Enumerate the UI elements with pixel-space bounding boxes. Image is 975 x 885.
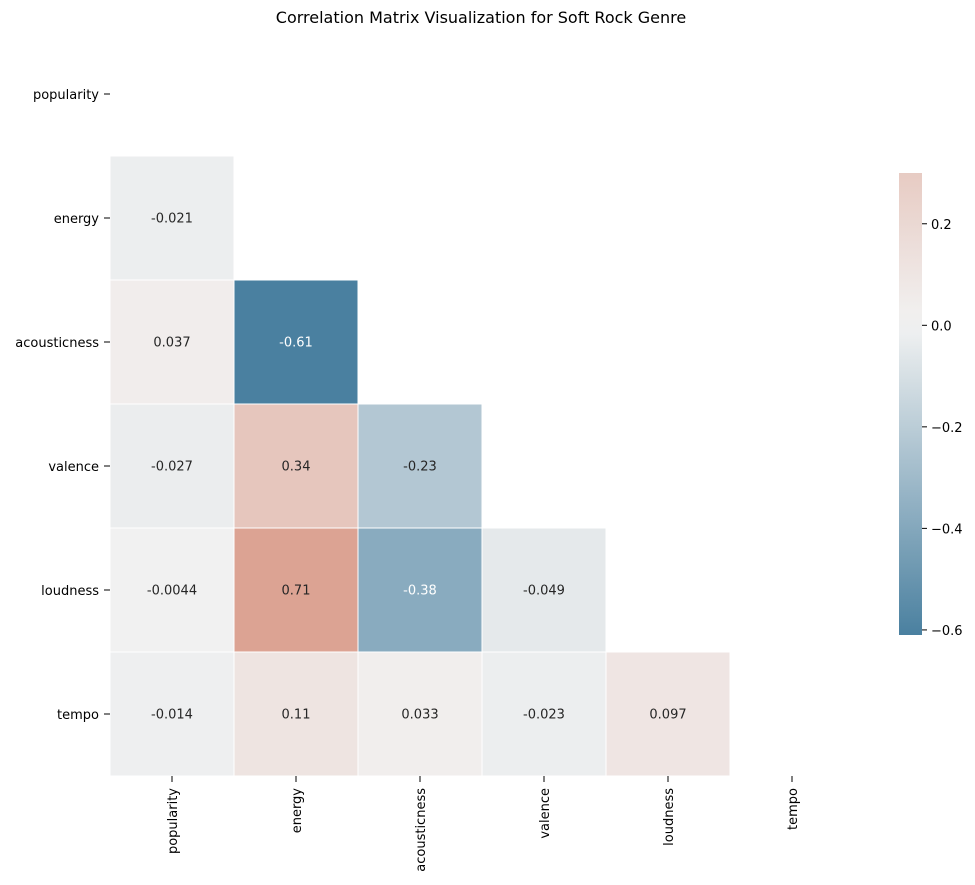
cell-value-label: 0.097 bbox=[649, 708, 686, 723]
heatmap-cells: -0.021 0.037 -0.61 -0.027 0.34 -0.23 -0.0044 0.… bbox=[109, 155, 731, 777]
cell-value-label: 0.34 bbox=[282, 460, 311, 475]
x-tick-label: acousticness bbox=[414, 788, 429, 872]
cell-value-label: -0.049 bbox=[523, 584, 565, 599]
cell-value-label: -0.014 bbox=[151, 708, 193, 723]
cell-value-label: -0.38 bbox=[403, 584, 437, 599]
cell-value-label: -0.0044 bbox=[147, 584, 197, 599]
chart-title: Correlation Matrix Visualization for Sof… bbox=[276, 8, 686, 27]
heatmap-cell bbox=[481, 527, 607, 653]
colorbar-tick-label: 0.0 bbox=[931, 319, 952, 334]
y-tick-label: energy bbox=[54, 212, 100, 227]
x-tick-label: energy bbox=[290, 788, 305, 834]
heatmap-cell bbox=[481, 651, 607, 777]
cell-value-label: -0.021 bbox=[151, 212, 193, 227]
colorbar-gradient bbox=[899, 173, 922, 635]
heatmap-cell bbox=[109, 403, 235, 529]
heatmap-cell bbox=[233, 403, 359, 529]
heatmap-cell bbox=[233, 279, 359, 405]
heatmap-cell bbox=[233, 651, 359, 777]
colorbar-tick-label: −0.6 bbox=[931, 624, 963, 639]
y-tick-label: tempo bbox=[57, 708, 99, 723]
heatmap-cell bbox=[233, 527, 359, 653]
cell-value-label: 0.11 bbox=[282, 708, 311, 723]
x-tick-label: popularity bbox=[166, 788, 181, 854]
y-axis-tick-labels: popularity energy acousticness valence loudn… bbox=[15, 88, 110, 723]
y-tick-label: loudness bbox=[41, 584, 99, 599]
heatmap-cell bbox=[357, 651, 483, 777]
x-tick-label: valence bbox=[538, 788, 553, 839]
colorbar-tick-label: 0.2 bbox=[931, 218, 952, 233]
heatmap-cell bbox=[605, 651, 731, 777]
y-tick-label: valence bbox=[48, 460, 99, 475]
cell-value-label: 0.037 bbox=[153, 336, 190, 351]
y-tick-label: acousticness bbox=[15, 336, 99, 351]
x-tick-label: loudness bbox=[662, 788, 677, 846]
y-tick-label: popularity bbox=[33, 88, 99, 103]
cell-value-label: -0.027 bbox=[151, 460, 193, 475]
colorbar-tick-label: −0.2 bbox=[931, 421, 963, 436]
cell-value-label: -0.61 bbox=[279, 336, 313, 351]
cell-value-label: -0.23 bbox=[403, 460, 437, 475]
heatmap-cell bbox=[109, 155, 235, 281]
x-axis-tick-labels: popularity energy acousticness valence loudn… bbox=[166, 776, 801, 872]
heatmap-cell bbox=[109, 279, 235, 405]
heatmap-cell bbox=[357, 403, 483, 529]
colorbar: 0.2 0.0 −0.2 −0.4 −0.6 bbox=[899, 173, 963, 639]
colorbar-tick-label: −0.4 bbox=[931, 522, 963, 537]
x-tick-label: tempo bbox=[786, 788, 801, 830]
cell-value-label: 0.033 bbox=[401, 708, 438, 723]
cell-value-label: -0.023 bbox=[523, 708, 565, 723]
cell-value-label: 0.71 bbox=[282, 584, 311, 599]
